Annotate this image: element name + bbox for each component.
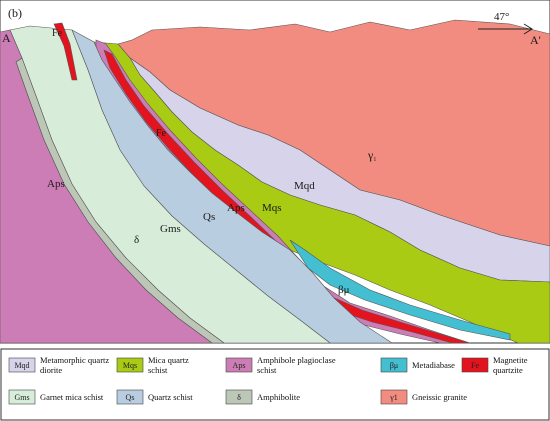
- legend-item: γ1 Gneissic granite: [380, 389, 467, 405]
- legend-label: Garnet mica schist: [40, 392, 104, 402]
- legend-swatch: [225, 389, 253, 405]
- label-mqd: Mqd: [294, 180, 315, 192]
- label-fe-band: Fe: [156, 128, 167, 139]
- label-gms: Gms: [160, 223, 181, 235]
- label-aps-band: Aps: [227, 202, 245, 214]
- unit-metadiabase: [289, 239, 511, 341]
- legend-frame: [0, 348, 550, 421]
- legend-item: Gms Garnet mica schist: [8, 389, 104, 405]
- cross-section: (b) A A' 47° Fe Fe Aps Aps Gms Qs Mqs Mq…: [0, 0, 550, 344]
- legend-item: δ Amphibolite: [225, 389, 300, 405]
- legend-label: Amphibolite: [257, 392, 300, 402]
- legend-label: schist: [148, 365, 168, 375]
- label-fe-wedge: Fe: [52, 28, 63, 39]
- panel-label: (b): [8, 6, 22, 20]
- legend-code: Mqs: [123, 361, 137, 370]
- orientation-label: 47°: [494, 11, 509, 23]
- legend-swatch: [380, 389, 408, 405]
- unit-magnetite-quartzite-band: [103, 49, 471, 344]
- label-metadiabase: βμ: [338, 284, 350, 296]
- legend-swatch: [8, 357, 36, 373]
- unit-magnetite-quartzite-wedge: [53, 22, 78, 81]
- legend-code: Gms: [14, 393, 29, 402]
- legend-code: Qs: [126, 393, 135, 402]
- label-qs: Qs: [203, 211, 215, 223]
- label-mqs: Mqs: [262, 202, 282, 214]
- legend-label: diorite: [40, 365, 62, 375]
- legend-code: δ: [237, 393, 241, 402]
- legend-swatch: [8, 389, 36, 405]
- legend-code: Mqd: [14, 361, 29, 370]
- legend-item: Qs Quartz schist: [116, 389, 193, 405]
- legend-swatch: [225, 357, 253, 373]
- legend-label: schist: [257, 365, 277, 375]
- legend-label: Quartz schist: [148, 392, 193, 402]
- legend-label: Mica quartz: [148, 355, 189, 365]
- legend-label: Metamorphic quartz: [40, 355, 109, 365]
- legend-swatch: [461, 357, 489, 373]
- orientation-arrow-icon: [478, 23, 533, 35]
- legend-item: βμ Metadiabase: [380, 357, 455, 373]
- legend-label: Magnetite: [493, 355, 528, 365]
- label-aps-left: Aps: [47, 178, 65, 190]
- legend-label: Gneissic granite: [412, 392, 467, 402]
- legend-swatch: [380, 357, 408, 373]
- section-start-label: A: [2, 31, 11, 45]
- legend-label: quartzite: [493, 365, 523, 375]
- legend-swatch: [116, 357, 144, 373]
- label-amphibolite: δ: [134, 234, 139, 246]
- legend-code: βμ: [390, 361, 398, 370]
- legend-code: Fe: [471, 361, 479, 370]
- legend-code: γ1: [389, 393, 398, 402]
- legend-label: Metadiabase: [412, 360, 455, 370]
- unit-amphibole-plagioclase-schist-left: [0, 29, 213, 344]
- legend-swatch: [116, 389, 144, 405]
- legend-label: Amphibole plagioclase: [257, 355, 336, 365]
- label-gneissic-granite: γ1: [367, 148, 376, 163]
- section-end-label: A': [530, 33, 541, 47]
- legend-code: Aps: [233, 361, 246, 370]
